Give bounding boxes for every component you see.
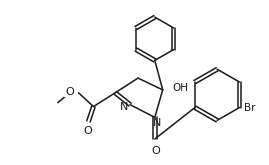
Text: OH: OH <box>173 83 189 93</box>
Text: N: N <box>120 102 128 112</box>
Text: N: N <box>153 118 161 128</box>
Text: O: O <box>65 87 74 97</box>
Text: Br: Br <box>244 103 256 113</box>
Text: O: O <box>83 126 92 136</box>
Text: O: O <box>151 146 160 156</box>
